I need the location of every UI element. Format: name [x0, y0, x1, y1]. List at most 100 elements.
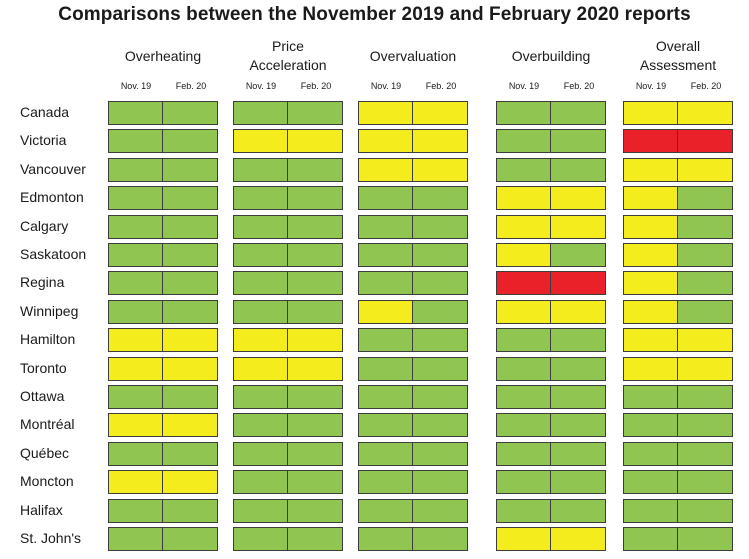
status-cell [496, 385, 551, 409]
period-label: Nov. 19 [508, 81, 540, 91]
chart-title: Comparisons between the November 2019 an… [58, 4, 691, 25]
status-cell [550, 129, 606, 154]
status-cell [162, 385, 218, 409]
status-cell [108, 214, 163, 239]
status-cell [162, 356, 218, 381]
status-cell [412, 129, 468, 154]
status-cell [233, 385, 288, 409]
status-cell [358, 527, 413, 551]
status-cell [287, 271, 343, 296]
status-cell [108, 299, 163, 324]
row-label: Calgary [20, 217, 69, 234]
status-cell [287, 385, 343, 409]
status-cell [358, 328, 413, 353]
status-cell [550, 271, 606, 296]
row-label: Winnipeg [20, 302, 79, 319]
status-cell [233, 413, 288, 438]
status-cell [677, 214, 733, 239]
status-cell [233, 299, 288, 324]
status-cell [358, 441, 413, 466]
status-cell [108, 157, 163, 182]
status-cell [623, 299, 678, 324]
status-cell [496, 243, 551, 267]
status-cell [412, 299, 468, 324]
status-cell [550, 413, 606, 438]
status-cell [496, 441, 551, 466]
status-cell [287, 498, 343, 523]
status-cell [233, 527, 288, 551]
period-label: Nov. 19 [635, 81, 667, 91]
status-cell [550, 157, 606, 182]
status-cell [550, 214, 606, 239]
status-cell [412, 413, 468, 438]
status-cell [496, 527, 551, 551]
status-cell [162, 527, 218, 551]
period-label: Feb. 20 [300, 81, 332, 91]
status-cell [550, 243, 606, 267]
status-cell [162, 243, 218, 267]
status-cell [623, 385, 678, 409]
status-cell [496, 186, 551, 211]
status-cell [233, 243, 288, 267]
status-cell [677, 385, 733, 409]
period-label: Feb. 20 [690, 81, 722, 91]
status-cell [233, 186, 288, 211]
status-cell [358, 299, 413, 324]
status-cell [677, 186, 733, 211]
status-cell [233, 129, 288, 154]
status-cell [162, 157, 218, 182]
status-cell [623, 214, 678, 239]
status-cell [108, 129, 163, 154]
status-cell [108, 243, 163, 267]
status-cell [108, 101, 163, 125]
status-cell [287, 243, 343, 267]
status-cell [108, 186, 163, 211]
period-label: Nov. 19 [245, 81, 277, 91]
status-cell [358, 470, 413, 495]
status-cell [162, 129, 218, 154]
status-cell [550, 356, 606, 381]
status-cell [233, 214, 288, 239]
status-cell [108, 498, 163, 523]
status-cell [677, 271, 733, 296]
status-cell [358, 214, 413, 239]
status-cell [496, 214, 551, 239]
status-cell [677, 441, 733, 466]
status-cell [233, 271, 288, 296]
status-cell [358, 101, 413, 125]
period-label: Feb. 20 [425, 81, 457, 91]
status-cell [496, 299, 551, 324]
status-cell [677, 527, 733, 551]
status-cell [287, 157, 343, 182]
status-cell [677, 243, 733, 267]
status-cell [623, 356, 678, 381]
status-cell [108, 413, 163, 438]
status-cell [550, 470, 606, 495]
status-cell [108, 356, 163, 381]
status-cell [108, 385, 163, 409]
status-cell [412, 214, 468, 239]
status-cell [677, 498, 733, 523]
row-label: Regina [20, 274, 65, 291]
status-cell [412, 385, 468, 409]
status-cell [412, 186, 468, 211]
status-cell [233, 498, 288, 523]
status-cell [108, 527, 163, 551]
status-cell [623, 527, 678, 551]
status-cell [550, 385, 606, 409]
status-cell [623, 328, 678, 353]
status-cell [677, 299, 733, 324]
row-label: Hamilton [20, 331, 76, 348]
status-cell [623, 243, 678, 267]
status-cell [358, 157, 413, 182]
status-cell [496, 157, 551, 182]
status-cell [550, 527, 606, 551]
status-cell [412, 157, 468, 182]
status-cell [162, 328, 218, 353]
status-cell [496, 413, 551, 438]
status-cell [677, 470, 733, 495]
status-cell [550, 299, 606, 324]
status-cell [108, 271, 163, 296]
status-cell [233, 356, 288, 381]
status-cell [233, 157, 288, 182]
